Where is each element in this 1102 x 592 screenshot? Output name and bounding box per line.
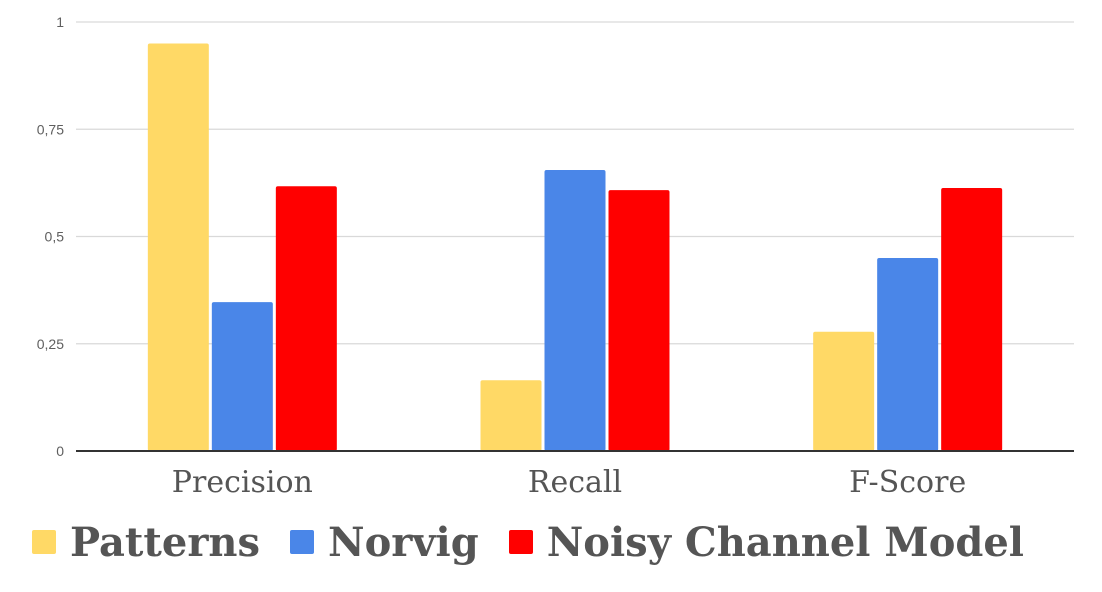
legend-swatch [508,530,533,554]
bar-chart: 0 0,25 0,5 0,75 1 Precision Recall F-Score [37,14,1074,500]
bar-noisy-channel-model-f-score [941,188,1003,451]
bars [147,43,1003,451]
y-tick-label: 0,25 [37,336,64,352]
legend-item: Noisy Channel Model [508,518,1024,566]
bar-norvig-precision [211,302,273,451]
bar-patterns-precision [147,43,209,451]
bar-patterns-recall [480,380,542,451]
bar-patterns-f-score [813,331,875,451]
bar-noisy-channel-model-precision [275,186,337,451]
bar-noisy-channel-model-recall [608,190,670,451]
y-tick-label: 0,75 [37,121,64,137]
x-tick-label: Precision [172,465,313,500]
legend-label: Norvig [328,518,479,566]
legend-item: Patterns [32,519,260,566]
bar-norvig-recall [544,170,606,451]
x-tick-label: F-Score [849,465,966,500]
legend-label: Noisy Channel Model [546,518,1024,566]
y-tick-label: 0,5 [45,229,65,245]
legend-swatch [32,530,56,554]
y-axis-ticks: 0 0,25 0,5 0,75 1 [37,14,64,459]
legend-item: Norvig [290,519,479,566]
y-tick-label: 0 [56,443,64,459]
legend-label: Patterns [70,518,260,566]
x-tick-label: Recall [528,465,622,500]
bar-norvig-f-score [877,257,939,451]
y-tick-label: 1 [56,14,64,30]
legend: Patterns Norvig Noisy Channel Model [32,516,1054,568]
x-axis-labels: Precision Recall F-Score [172,465,966,500]
legend-swatch [290,530,314,554]
